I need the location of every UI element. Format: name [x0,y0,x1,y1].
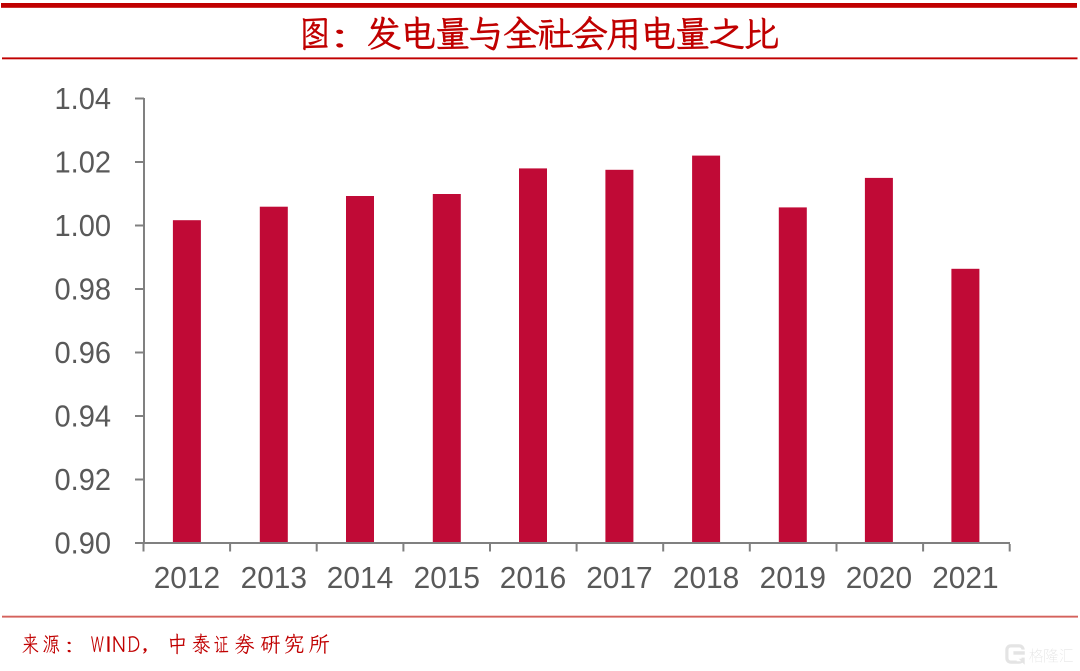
svg-text:2018: 2018 [673,561,739,595]
svg-text:2015: 2015 [414,561,480,595]
svg-text:1.04: 1.04 [55,82,112,116]
svg-text:0.92: 0.92 [55,463,112,497]
svg-text:0.90: 0.90 [55,527,112,561]
svg-text:2014: 2014 [327,561,393,595]
svg-text:2017: 2017 [586,561,652,595]
svg-text:2016: 2016 [500,561,566,595]
svg-text:2019: 2019 [760,561,826,595]
svg-text:1.02: 1.02 [55,146,112,180]
svg-text:2013: 2013 [241,561,307,595]
svg-text:1.00: 1.00 [55,209,112,243]
svg-text:2012: 2012 [154,561,220,595]
svg-text:2021: 2021 [932,561,998,595]
svg-text:2020: 2020 [846,561,912,595]
svg-text:0.94: 0.94 [55,400,112,434]
svg-text:0.96: 0.96 [55,336,112,370]
svg-text:0.98: 0.98 [55,273,112,307]
